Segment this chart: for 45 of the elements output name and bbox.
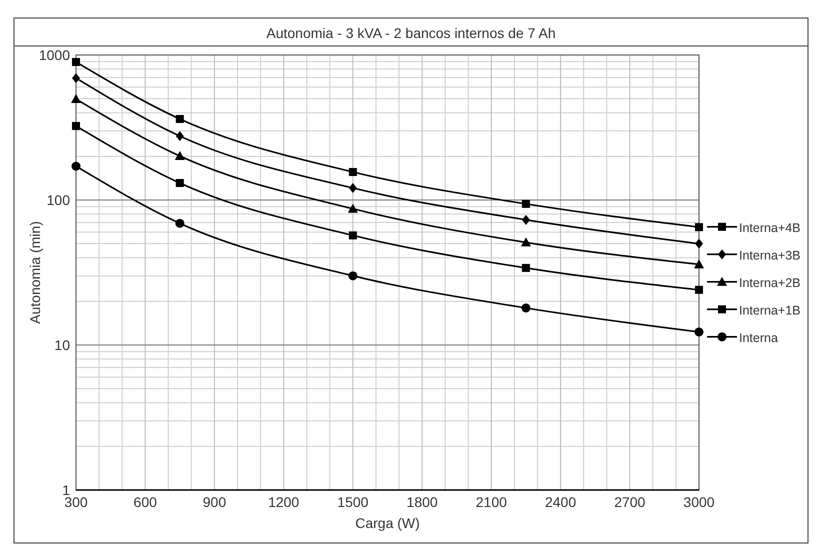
point: [522, 200, 530, 208]
point: [694, 327, 704, 336]
x-tick-label: 2400: [544, 494, 576, 510]
point: [176, 178, 184, 187]
x-axis-title: Carga (W): [355, 515, 420, 531]
point: [348, 271, 358, 280]
legend-label: Interna+2B: [739, 276, 801, 290]
y-tick-label: 10: [54, 337, 70, 353]
point: [695, 238, 703, 249]
point: [72, 122, 80, 130]
point: [348, 204, 358, 213]
point: [71, 94, 81, 104]
point: [522, 214, 530, 225]
chart-title: Autonomia - 3 kVA - 2 bancos internos de 7 Ah: [266, 25, 556, 41]
point: [72, 58, 80, 66]
y-tick-label: 100: [46, 192, 70, 208]
point: [695, 286, 703, 294]
x-tick-label: 1800: [406, 494, 438, 510]
x-tick-label: 1200: [268, 494, 300, 510]
legend-label: Interna+4B: [739, 220, 801, 235]
point: [174, 151, 185, 160]
point: [694, 259, 704, 268]
x-tick-label: 2700: [614, 494, 646, 510]
point: [695, 223, 703, 232]
point: [72, 162, 80, 171]
y-axis-title: Autonomia (min): [27, 221, 43, 324]
point: [72, 73, 80, 84]
point: [348, 182, 357, 193]
x-tick-label: 600: [134, 494, 158, 510]
point: [176, 131, 184, 142]
point: [522, 264, 530, 272]
x-tick-label: 2100: [476, 494, 508, 510]
point: [521, 303, 530, 312]
legend-label: Interna+1B: [739, 303, 801, 318]
point: [176, 114, 184, 123]
legend-label: Interna+3B: [739, 248, 801, 262]
y-tick-label: 1000: [38, 47, 70, 63]
x-tick-label: 900: [202, 494, 226, 510]
point: [520, 237, 531, 246]
x-tick-label: 1500: [337, 494, 369, 510]
x-tick-label: 3000: [683, 494, 715, 510]
point: [175, 218, 184, 228]
legend-label: Interna: [739, 330, 778, 345]
point: [348, 168, 357, 176]
point: [348, 231, 357, 240]
